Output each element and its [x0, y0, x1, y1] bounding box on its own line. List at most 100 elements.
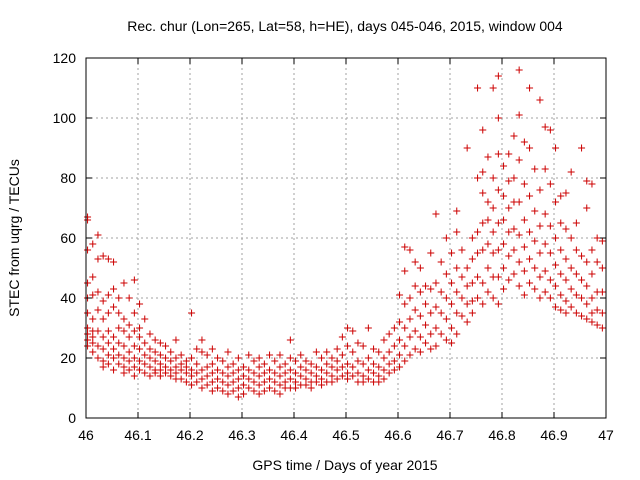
data-point	[588, 246, 596, 254]
data-point	[297, 363, 305, 371]
data-point	[260, 360, 268, 368]
data-point	[84, 279, 92, 287]
data-point	[120, 279, 128, 287]
data-point	[224, 381, 232, 389]
data-point	[494, 186, 502, 194]
data-point	[468, 255, 476, 263]
data-point	[99, 357, 107, 365]
data-point	[208, 369, 216, 377]
data-point	[234, 393, 242, 401]
data-point	[130, 354, 138, 362]
data-point	[531, 285, 539, 293]
data-point	[448, 324, 456, 332]
data-point	[136, 366, 144, 374]
data-point	[188, 366, 196, 374]
data-point	[349, 363, 357, 371]
data-point	[531, 207, 539, 215]
data-point	[500, 285, 508, 293]
data-point	[151, 357, 159, 365]
data-point	[276, 381, 284, 389]
data-point	[552, 234, 560, 242]
data-point	[557, 192, 565, 200]
data-point	[364, 354, 372, 362]
data-point	[349, 372, 357, 380]
data-point	[416, 312, 424, 320]
data-point	[84, 216, 92, 224]
data-point	[593, 258, 601, 266]
data-point	[562, 189, 570, 197]
y-tick-label: 20	[60, 350, 76, 366]
data-point	[474, 249, 482, 257]
data-point	[136, 333, 144, 341]
data-point	[312, 372, 320, 380]
data-point	[104, 291, 112, 299]
data-point	[245, 384, 253, 392]
data-point	[234, 366, 242, 374]
data-point	[598, 324, 606, 332]
data-point	[427, 345, 435, 353]
data-point	[453, 309, 461, 317]
data-point	[104, 255, 112, 263]
data-point	[489, 174, 497, 182]
data-point	[489, 294, 497, 302]
data-point	[198, 348, 206, 356]
data-point	[156, 360, 164, 368]
data-point	[489, 228, 497, 236]
data-point	[89, 240, 97, 248]
data-point	[250, 369, 258, 377]
data-point	[99, 333, 107, 341]
data-point	[375, 363, 383, 371]
x-tick-label: 46.7	[436, 427, 463, 443]
data-point	[89, 339, 97, 347]
data-point	[572, 246, 580, 254]
y-axis-label: STEC from uqrg / TECUs	[6, 159, 22, 317]
data-point	[312, 378, 320, 386]
data-point	[557, 246, 565, 254]
data-point	[479, 126, 487, 134]
data-point	[318, 354, 326, 362]
data-point	[411, 258, 419, 266]
data-point	[177, 375, 185, 383]
data-point	[588, 309, 596, 317]
data-point	[411, 306, 419, 314]
data-point	[162, 342, 170, 350]
data-point	[546, 276, 554, 284]
y-tick-label: 80	[60, 170, 76, 186]
data-point	[453, 330, 461, 338]
data-point	[396, 318, 404, 326]
data-point	[115, 324, 123, 332]
data-point	[146, 354, 154, 362]
data-point	[292, 384, 300, 392]
data-point	[422, 339, 430, 347]
data-point	[505, 204, 513, 212]
data-point	[198, 366, 206, 374]
data-point	[515, 231, 523, 239]
data-point	[396, 291, 404, 299]
data-point	[500, 240, 508, 248]
data-point	[520, 180, 528, 188]
data-point	[442, 315, 450, 323]
data-point	[292, 378, 300, 386]
data-point	[188, 372, 196, 380]
data-point	[240, 390, 248, 398]
data-point	[208, 360, 216, 368]
data-point	[510, 225, 518, 233]
data-point	[401, 342, 409, 350]
x-tick-label: 46.2	[176, 427, 203, 443]
data-point	[359, 378, 367, 386]
data-point	[552, 303, 560, 311]
data-point	[338, 351, 346, 359]
data-point	[136, 324, 144, 332]
data-point	[271, 387, 279, 395]
data-point	[520, 291, 528, 299]
data-point	[198, 384, 206, 392]
data-point	[468, 309, 476, 317]
data-point	[578, 144, 586, 152]
data-point	[484, 240, 492, 248]
data-point	[505, 252, 513, 260]
data-point	[318, 381, 326, 389]
data-point	[120, 354, 128, 362]
data-point	[266, 375, 274, 383]
data-point	[406, 351, 414, 359]
